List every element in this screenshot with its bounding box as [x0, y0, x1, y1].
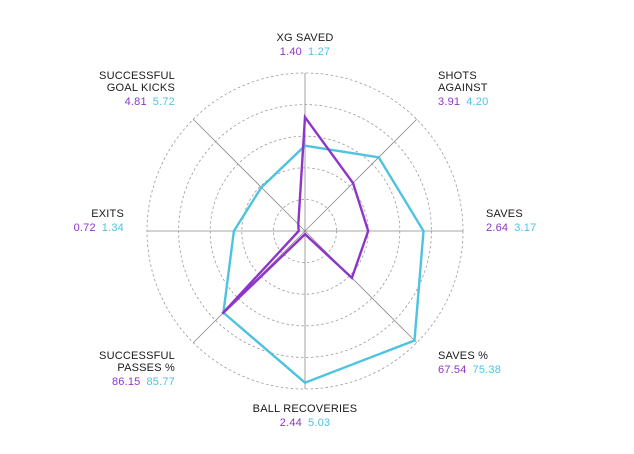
axis-name: BALL RECOVERIES — [252, 403, 358, 415]
series-b-polygon — [222, 144, 425, 385]
axis-name: SAVES — [486, 208, 523, 220]
axis-label-7: SUCCESSFUL GOAL KICKS 4.81 5.72 — [99, 70, 175, 108]
axis-name: EXITS — [91, 208, 124, 220]
value-a: 1.40 — [279, 46, 302, 58]
axis-name: SAVES % — [438, 350, 489, 362]
spoke-1 — [304, 118, 418, 232]
spoke-3 — [304, 230, 418, 344]
value-a: 86.15 — [111, 376, 141, 388]
value-a: 4.81 — [124, 96, 147, 108]
axis-label-6: EXITS 0.72 1.34 — [74, 208, 124, 234]
axis-name: XG SAVED — [276, 32, 334, 44]
value-b: 5.72 — [152, 96, 175, 108]
spoke-7 — [192, 118, 306, 232]
value-b: 85.77 — [146, 376, 175, 388]
axis-label-5: SUCCESSFUL PASSES % 86.15 85.77 — [99, 350, 175, 388]
axis-name: PASSES % — [117, 362, 175, 374]
value-a: 2.44 — [279, 417, 302, 429]
series-a-polygon — [221, 113, 370, 315]
axis-label-2: SAVES 2.64 3.17 — [486, 208, 536, 234]
value-a: 3.91 — [438, 96, 461, 108]
value-b: 1.34 — [101, 222, 124, 234]
value-b: 1.27 — [308, 46, 331, 58]
value-a: 67.54 — [438, 364, 467, 376]
axis-name: AGAINST — [438, 82, 488, 94]
value-a: 0.72 — [73, 222, 96, 234]
axis-name: SUCCESSFUL — [99, 350, 175, 362]
value-a: 2.64 — [486, 222, 509, 234]
series-a-group — [221, 113, 370, 315]
series-b-group — [222, 144, 425, 385]
value-b: 4.20 — [466, 96, 489, 108]
axis-name: SHOTS — [438, 70, 477, 82]
axis-name: SUCCESSFUL — [99, 70, 175, 82]
axis-name: GOAL KICKS — [106, 82, 175, 94]
axis-label-3: SAVES % 67.54 75.38 — [438, 350, 501, 376]
radar-grid — [146, 72, 464, 390]
value-b: 5.03 — [308, 417, 331, 429]
axis-label-4: BALL RECOVERIES 2.44 5.03 — [253, 403, 358, 429]
axis-label-1: SHOTS AGAINST 3.91 4.20 — [438, 70, 488, 108]
axis-label-0: XG SAVED 1.40 1.27 — [276, 32, 333, 58]
value-b: 75.38 — [472, 364, 502, 376]
value-b: 3.17 — [514, 222, 537, 234]
